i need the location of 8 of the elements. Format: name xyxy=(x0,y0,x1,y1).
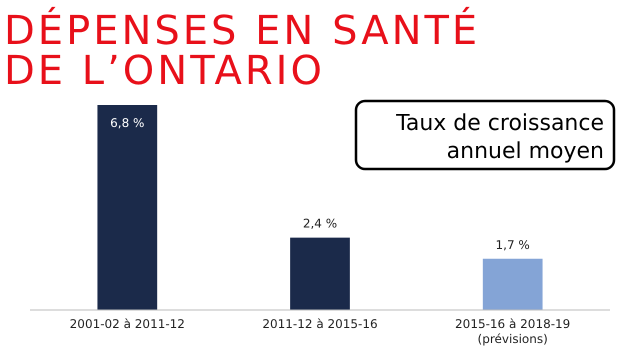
data-label: 1,7 % xyxy=(496,238,530,252)
x-tick-label: 2001-02 à 2011-12 xyxy=(70,317,185,331)
chart-title: DÉPENSES EN SANTÉ DE L’ONTARIO xyxy=(4,6,480,94)
x-tick-label: 2015-16 à 2018-19 (prévisions) xyxy=(455,317,570,346)
data-label: 6,8 % xyxy=(110,116,144,130)
x-tick-label: 2011-12 à 2015-16 xyxy=(262,317,378,331)
data-label: 2,4 % xyxy=(302,216,338,231)
text: Taux de croissance annuel moyen xyxy=(395,111,604,164)
